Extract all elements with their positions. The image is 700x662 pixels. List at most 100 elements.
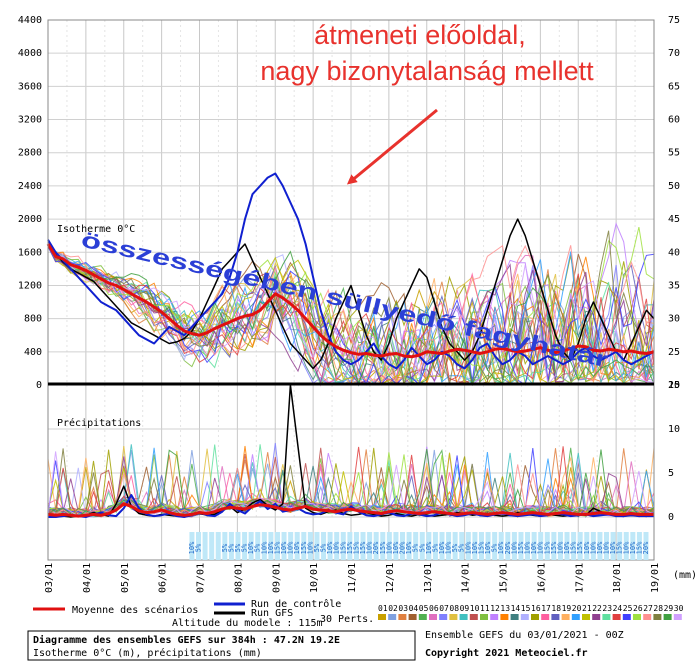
perturbation-color-swatch (551, 614, 560, 620)
perturbation-number: 13 (500, 604, 510, 613)
snow-prob-label: 10% (589, 541, 597, 554)
perturbation-number: 23 (602, 604, 612, 613)
snow-prob-label: 10% (326, 541, 334, 554)
snow-prob-label: 5% (320, 543, 328, 552)
x-tick-label: 08/01 (233, 563, 244, 593)
x-tick-label: 05/01 (120, 563, 131, 593)
snow-prob-bar (538, 532, 544, 560)
perturbation-color-swatch (643, 614, 652, 620)
snow-prob-bar (307, 532, 313, 560)
snow-prob-bar (222, 532, 228, 560)
headline-line2: nagy bizonytalanság mellett (260, 56, 594, 86)
perturbation-number: 10 (470, 604, 480, 613)
snow-prob-label: 20% (642, 541, 650, 554)
temp-left-tick: 400 (24, 347, 42, 358)
perturbation-color-swatch (541, 614, 550, 620)
snow-prob-label: 10% (629, 541, 637, 554)
snow-prob-bar (557, 532, 563, 560)
perturbation-number: 07 (439, 604, 449, 613)
perturbation-number: 11 (480, 604, 490, 613)
member-isotherm-line (47, 246, 655, 386)
perturbation-number: 04 (409, 604, 419, 613)
snow-prob-bar (215, 532, 221, 560)
snow-prob-bar (268, 532, 274, 560)
snow-prob-label: 5% (227, 543, 235, 552)
snow-prob-label: 15% (352, 541, 360, 554)
snow-prob-bar (623, 532, 629, 560)
snow-prob-bar (478, 532, 484, 560)
headline-line1: átmeneti előoldal, (314, 20, 526, 50)
snow-prob-bar (564, 532, 570, 560)
snow-prob-label: 15% (273, 541, 281, 554)
snow-prob-bar (327, 532, 333, 560)
snow-prob-bar (353, 532, 359, 560)
legend: Moyenne des scénarios Run de contrôle Ru… (33, 598, 374, 629)
snow-prob-bar (452, 532, 458, 560)
member-isotherm-line (47, 246, 655, 386)
snow-prob-label: 10% (280, 541, 288, 554)
snow-prob-label: 10% (497, 541, 505, 554)
snow-prob-bar (228, 532, 234, 560)
perturbation-color-swatch (520, 614, 529, 620)
snow-prob-label: 10% (530, 541, 538, 554)
copyright-label: Copyright 2021 Meteociel.fr (425, 647, 588, 659)
member-isotherm-line (47, 245, 655, 386)
snow-prob-bar (235, 532, 241, 560)
snow-prob-label: 10% (583, 541, 591, 554)
perturbation-color-swatch (429, 614, 437, 620)
snow-prob-bar (446, 532, 452, 560)
legend-mean-label: Moyenne des scénarios (72, 604, 198, 616)
snow-prob-label: 15% (570, 541, 578, 554)
temp-right-tick: 60 (668, 115, 680, 126)
snow-prob-bar (400, 532, 406, 560)
snow-prob-label: 10% (524, 541, 532, 554)
mean-isotherm-line (46, 243, 655, 359)
temp-left-tick: 800 (24, 314, 42, 325)
temp-right-tick: 35 (668, 280, 680, 291)
altitude-label: Altitude du modele : 115m (172, 618, 323, 629)
snow-prob-label: 15% (300, 541, 308, 554)
ensemble-run-label: Ensemble GEFS du 03/01/2021 - 00Z (425, 630, 624, 641)
snow-prob-bar (386, 532, 392, 560)
temp-right-tick: 30 (668, 314, 680, 325)
perturbation-color-swatch (673, 614, 682, 620)
perturbation-color-swatch (622, 614, 631, 620)
temp-right-tick: 40 (668, 247, 680, 258)
perturbation-color-swatch (490, 614, 499, 620)
snow-prob-label: 10% (267, 541, 275, 554)
temp-left-tick: 3600 (18, 81, 42, 92)
x-tick-label: 11/01 (347, 563, 358, 593)
perturbation-color-swatch (592, 614, 601, 620)
snow-prob-label: 10% (510, 541, 518, 554)
snow-prob-bar (617, 532, 623, 560)
snow-prob-bar (393, 532, 399, 560)
perturbation-number: 09 (460, 604, 470, 613)
perturbation-color-swatch (408, 614, 417, 620)
snow-prob-bar (584, 532, 590, 560)
snow-prob-label: 10% (438, 541, 446, 554)
snow-prob-label: 5% (241, 543, 249, 552)
snow-prob-label: 10% (596, 541, 604, 554)
snow-prob-label: 5% (431, 543, 439, 552)
snow-prob-bar (248, 532, 254, 560)
perturbation-color-swatch (571, 614, 580, 620)
snow-prob-label: 10% (464, 541, 472, 554)
perturbation-number: 08 (449, 604, 459, 613)
snow-prob-label: 20% (399, 541, 407, 554)
temp-left-tick: 0 (36, 380, 42, 391)
snow-prob-label: 10% (622, 541, 630, 554)
snow-prob-label: 5% (313, 543, 321, 552)
perturbation-number: 14 (511, 604, 521, 613)
perturbation-number: 06 (429, 604, 439, 613)
perturbation-color-swatch (378, 614, 386, 620)
snow-prob-label: 10% (603, 541, 611, 554)
snow-prob-label: 10% (445, 541, 453, 554)
snow-prob-label: 10% (425, 541, 433, 554)
precip-right-tick: 0 (668, 512, 674, 523)
snow-prob-bar (432, 532, 438, 560)
snow-prob-bar (597, 532, 603, 560)
x-tick-label: 07/01 (196, 563, 207, 593)
footer-info-box (27, 630, 416, 661)
perturbation-color-swatch (500, 614, 509, 620)
